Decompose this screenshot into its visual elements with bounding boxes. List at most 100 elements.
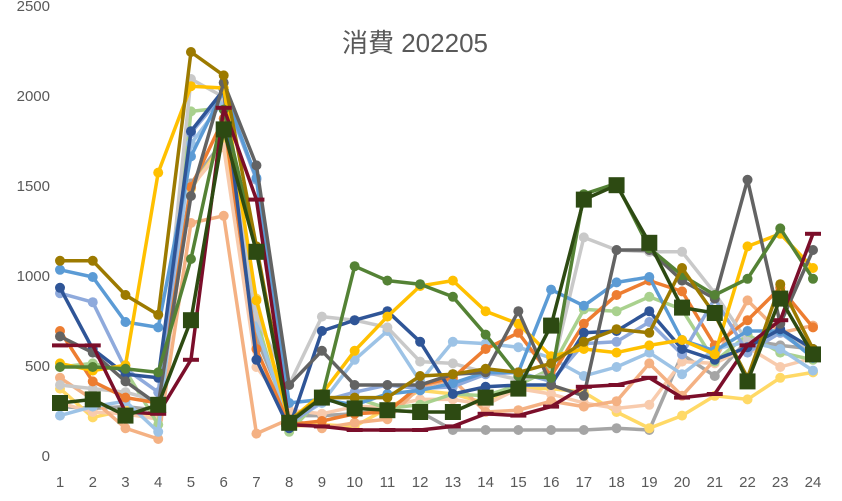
point	[382, 322, 393, 333]
point	[706, 392, 723, 396]
point	[316, 326, 327, 336]
x-tick-label: 5	[187, 474, 195, 491]
point	[578, 232, 589, 243]
point	[742, 174, 753, 185]
x-tick-label: 10	[346, 474, 363, 491]
point	[120, 317, 131, 327]
point	[677, 410, 688, 421]
point	[510, 413, 527, 418]
x-tick-label: 4	[154, 474, 162, 491]
point	[543, 404, 560, 409]
point	[447, 369, 458, 380]
x-tick-label: 24	[805, 474, 822, 491]
x-tick-label: 15	[510, 474, 527, 491]
point	[87, 255, 98, 266]
x-tick-label: 14	[477, 474, 494, 491]
point	[611, 403, 622, 414]
point	[153, 167, 164, 178]
point	[215, 105, 232, 110]
point	[480, 425, 491, 435]
point	[611, 277, 622, 288]
x-tick-label: 13	[445, 474, 462, 491]
x-tick-label: 9	[318, 474, 326, 491]
point	[808, 263, 818, 273]
point	[55, 331, 65, 342]
point	[117, 407, 134, 424]
point	[578, 425, 589, 435]
point	[182, 312, 199, 329]
point	[415, 371, 426, 381]
point	[543, 317, 560, 334]
point	[349, 392, 360, 403]
point	[641, 234, 658, 251]
point	[251, 428, 262, 439]
point	[281, 414, 298, 431]
point	[153, 309, 164, 320]
point	[578, 327, 589, 338]
point	[415, 336, 426, 347]
point	[546, 372, 557, 383]
point	[120, 423, 131, 434]
y-tick-label: 2500	[17, 0, 50, 15]
point	[742, 326, 753, 336]
x-tick-label: 1	[56, 474, 64, 491]
point	[808, 322, 818, 333]
point	[87, 297, 98, 308]
point	[284, 380, 295, 390]
point	[248, 197, 265, 202]
point	[412, 428, 429, 432]
x-tick-label: 12	[412, 474, 429, 491]
point	[55, 372, 65, 383]
point	[775, 344, 786, 354]
point	[87, 376, 98, 387]
point	[447, 336, 458, 347]
point	[55, 410, 65, 421]
point	[84, 343, 101, 348]
x-tick-label: 3	[121, 474, 129, 491]
point	[578, 300, 589, 311]
point	[677, 286, 688, 297]
point	[447, 358, 458, 369]
chart-title: 消費 202205	[342, 28, 488, 58]
point	[120, 376, 131, 387]
point	[644, 399, 655, 410]
point	[805, 346, 821, 363]
point	[251, 354, 262, 365]
point	[611, 306, 622, 317]
point	[349, 380, 360, 390]
point	[578, 401, 589, 412]
point	[150, 396, 167, 413]
point	[150, 411, 167, 416]
x-tick-label: 2	[89, 474, 97, 491]
y-tick-label: 2000	[17, 88, 50, 105]
point	[644, 327, 655, 338]
x-tick-label: 18	[608, 474, 625, 491]
x-tick-label: 17	[575, 474, 592, 491]
point	[185, 191, 196, 201]
point	[513, 367, 524, 378]
point	[87, 272, 98, 282]
point	[677, 356, 688, 367]
point	[739, 343, 756, 348]
x-tick-label: 6	[220, 474, 228, 491]
point	[379, 402, 396, 419]
point	[218, 210, 229, 221]
y-tick-label: 500	[25, 358, 50, 375]
point	[513, 425, 524, 435]
point	[677, 335, 688, 345]
point	[742, 273, 753, 284]
point	[316, 408, 327, 419]
point	[644, 291, 655, 302]
x-tick-label: 11	[380, 474, 396, 491]
series-line	[59, 77, 814, 403]
point	[772, 318, 789, 323]
point	[52, 343, 68, 348]
point	[775, 362, 786, 372]
point	[674, 395, 691, 400]
point	[313, 424, 330, 429]
point	[120, 290, 131, 300]
point	[578, 336, 589, 347]
point	[52, 395, 68, 411]
point	[709, 290, 720, 300]
series-line	[60, 50, 815, 423]
